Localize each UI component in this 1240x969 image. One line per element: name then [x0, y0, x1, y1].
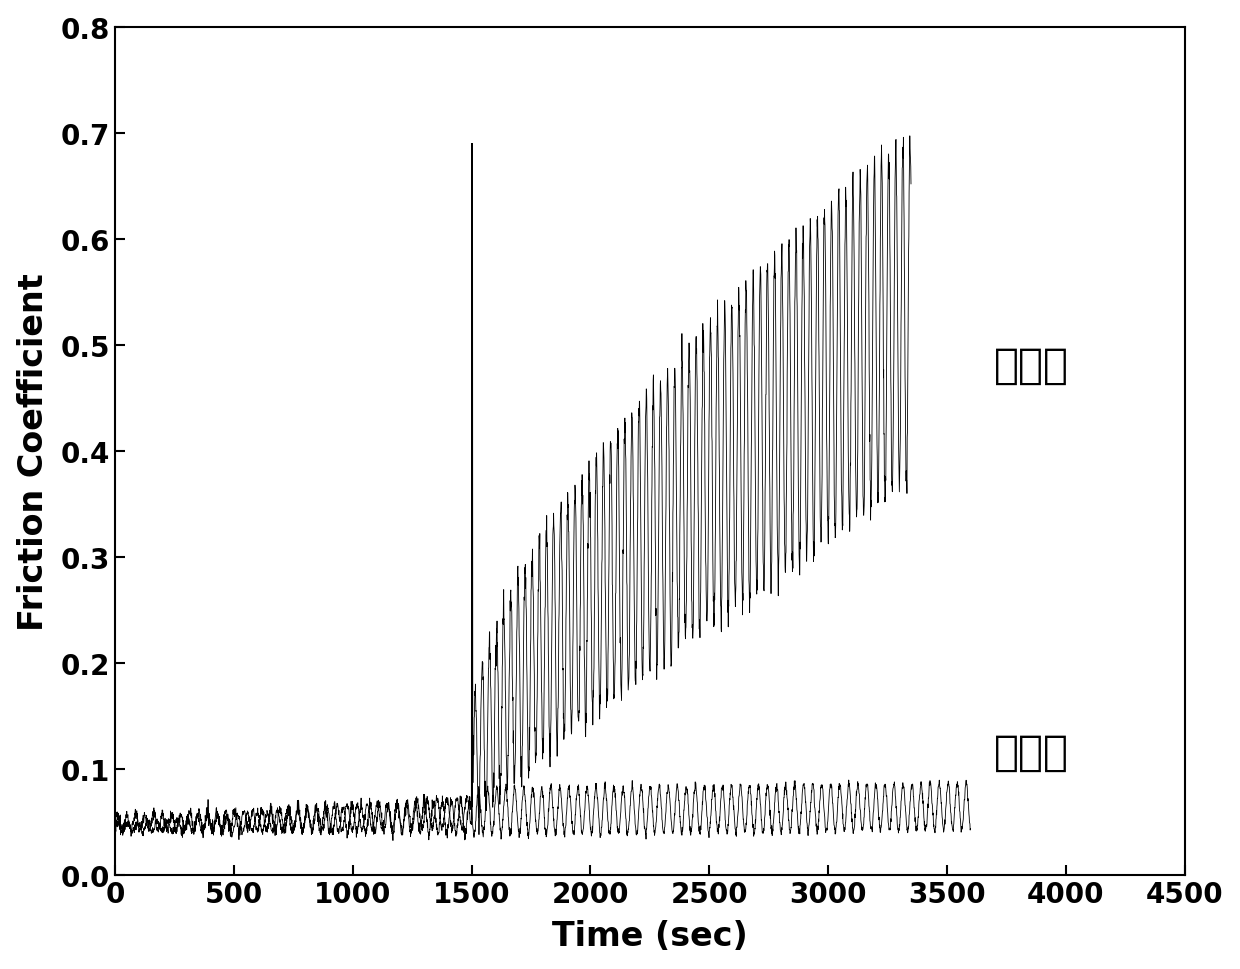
- Text: 单层膜: 单层膜: [994, 344, 1069, 387]
- Text: 双层膜: 双层膜: [994, 732, 1069, 773]
- Y-axis label: Friction Coefficient: Friction Coefficient: [16, 273, 50, 630]
- X-axis label: Time (sec): Time (sec): [552, 920, 748, 953]
